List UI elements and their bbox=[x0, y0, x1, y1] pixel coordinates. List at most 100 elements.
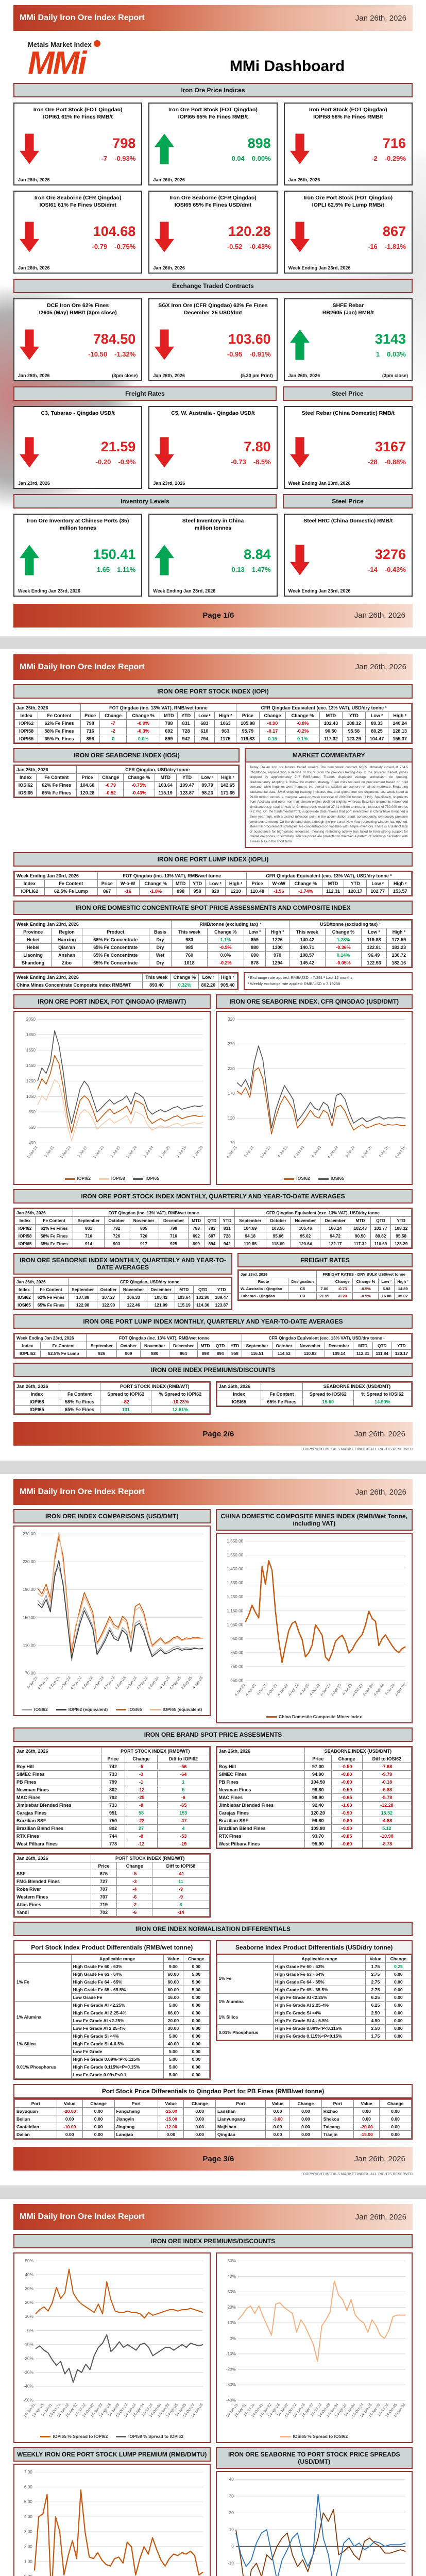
cell: 122.53 bbox=[361, 958, 387, 967]
cell: 0.00 bbox=[265, 2107, 291, 2116]
cell: 98.90 bbox=[304, 1793, 332, 1802]
table-row: Western Fines 707 -6 -9 bbox=[14, 1893, 210, 1902]
header-cell: USD/tonne (excluding tax) ³ bbox=[288, 920, 412, 928]
cell: Hanxing bbox=[51, 935, 82, 944]
cell: 99.80 bbox=[304, 1817, 332, 1825]
header-cell: QTD bbox=[193, 1285, 213, 1294]
cell: 20.00 bbox=[163, 2016, 184, 2025]
cell: 1.1% bbox=[207, 935, 244, 944]
header-cell: FREIGHT RATES - DRY BULK US$/wet tonne bbox=[316, 1270, 412, 1279]
cell: -7.68 bbox=[362, 1762, 412, 1771]
cell: -20.00 bbox=[353, 2123, 380, 2131]
kpi-card: Steel Inventory in China million tonnes 8.… bbox=[148, 513, 278, 597]
cell: 0.00 bbox=[183, 2130, 216, 2139]
subsection-title: Port Stock Price Differentials to Qingda… bbox=[13, 2084, 413, 2099]
table-row: IOPI65 65% Fe Fines 898 0 0.0% 899 942 794 1175 1… bbox=[14, 734, 412, 743]
svg-text:30%: 30% bbox=[227, 2290, 235, 2294]
cell: 0.01% Phosphorus bbox=[216, 2024, 274, 2041]
cell: 40.00 bbox=[163, 2040, 184, 2048]
footnote: ³ Weekly exchange rate applied: RMB/USD … bbox=[247, 981, 340, 986]
cell: 60.00 bbox=[163, 1978, 184, 1987]
header-cell: Change % bbox=[352, 1278, 379, 1286]
svg-text:1-Jan-21: 1-Jan-21 bbox=[26, 1145, 39, 1159]
table-row: Jan 26th, 2026 PORT STOCK INDEX (RMB/WT) bbox=[14, 1854, 210, 1863]
cell: 867 bbox=[97, 887, 117, 895]
cell: 0.00 bbox=[353, 2107, 380, 2116]
cell: 104.50 bbox=[304, 1778, 332, 1787]
cell: High Fe Grade 0.115%<P<0.15% bbox=[71, 2063, 164, 2072]
svg-text:4-Jan-23: 4-Jan-23 bbox=[293, 1145, 305, 1159]
header-cell: Change % bbox=[207, 927, 244, 936]
page-footer: Page 1/6 Jan 26th, 2026 bbox=[13, 603, 413, 628]
cell: RTX Fines bbox=[216, 1832, 305, 1841]
cell: 719 bbox=[90, 1901, 117, 1909]
table-row: High Grade Fe 63 - 64% 60.00 5.00 bbox=[15, 1970, 210, 1979]
header-cell: % Spread to IOPI62 bbox=[151, 1390, 210, 1399]
cell: 899 bbox=[160, 734, 178, 743]
header-cell: SEABORNE INDEX (USD/DMT) bbox=[304, 1747, 412, 1756]
cell: High Fe Grade Al <2.25% bbox=[273, 1993, 366, 2002]
svg-text:1850: 1850 bbox=[26, 1032, 36, 1037]
table-row: Week Ending Jan 23rd, 2026 This week Chang… bbox=[14, 973, 237, 981]
header-cell: CFR Qingdao Equivalent (exc. 13% VAT), U… bbox=[242, 1334, 412, 1343]
table-row: Liaoning Anshan 65% Fe Concentrate Wet 760 0.… bbox=[14, 951, 412, 959]
kpi-card: Iron Ore Port Stock (FOT Qingdao) IOPLI 6… bbox=[283, 190, 413, 274]
table-row: Week Ending Jan 23rd, 2026 RMB/tonne (exc… bbox=[14, 920, 412, 928]
cell: 89.82 bbox=[370, 1232, 391, 1241]
header-cell: Jan 26th, 2026 bbox=[14, 703, 81, 712]
header-cell: YTD bbox=[342, 711, 366, 720]
cell: Lanshan bbox=[215, 2107, 266, 2116]
cell: 0.00 bbox=[82, 2115, 115, 2124]
table-row: Roy Hill 742 -5 -56 bbox=[14, 1762, 210, 1771]
header-cell bbox=[58, 1382, 101, 1391]
svg-text:4-Jan-26: 4-Jan-26 bbox=[394, 1145, 406, 1159]
header-cell: September bbox=[234, 1216, 266, 1225]
header-cell: October bbox=[265, 1216, 291, 1225]
kpi-value: 120.28 bbox=[228, 224, 271, 240]
cell: Jiangyin bbox=[114, 2115, 159, 2124]
cell: 1.75 bbox=[365, 2032, 386, 2041]
cell: 1 bbox=[157, 1778, 210, 1787]
cell: -0.90 bbox=[331, 1824, 363, 1833]
cell: 136.72 bbox=[386, 951, 412, 959]
cell: 110.48 bbox=[246, 887, 269, 895]
cell: 123.87 bbox=[176, 788, 198, 797]
header-cell: Jan 26th, 2026 bbox=[14, 1278, 69, 1286]
cell: 123.29 bbox=[342, 734, 366, 743]
kpi-date: Jan 23rd, 2026 bbox=[153, 480, 185, 486]
copyright-line: COPYRIGHT METALS MARKET INDEX, ALL RIGHT… bbox=[303, 1448, 413, 1452]
cell: -4.88 bbox=[362, 1817, 412, 1825]
cell: 103.64 bbox=[154, 781, 177, 789]
kpi-date: Jan 26th, 2026 bbox=[288, 372, 320, 378]
cell: 5.00 bbox=[163, 2071, 184, 2079]
kpi-title: C5, W. Australia - Qingdao USD/t bbox=[171, 410, 255, 416]
cell: 983 bbox=[171, 935, 208, 944]
table-row: Jimblebar Blended Fines 92.40 -1.00 -12.28 bbox=[216, 1801, 412, 1810]
table-row: 1% Alumina High Fe Grade Al <2.25% 6.25 0.0… bbox=[216, 1993, 412, 2010]
down-arrow-icon bbox=[153, 329, 176, 360]
section-header: IRON ORE DOMESTIC CONCENTRATE SPOT PRICE… bbox=[13, 900, 413, 915]
cell: 802 bbox=[101, 1824, 125, 1833]
chart-legend: IOSI65 % Spread to IOSI62 bbox=[218, 2433, 411, 2440]
cell: Dry bbox=[148, 958, 172, 967]
cell: 111.84 bbox=[372, 1349, 392, 1358]
kpi-value: 798 bbox=[112, 135, 136, 151]
cell: High Grade Fe 60 - 63% bbox=[273, 1962, 366, 1971]
header-cell: Index bbox=[14, 1342, 41, 1350]
cell: 0.00 bbox=[82, 2130, 115, 2139]
svg-text:120: 120 bbox=[228, 1116, 235, 1121]
cell: 0.00 bbox=[82, 2107, 115, 2116]
cell: -53 bbox=[157, 1832, 210, 1841]
svg-text:-40%: -40% bbox=[24, 2384, 33, 2389]
table-row: MAC Fines 98.90 -0.65 -5.78 bbox=[216, 1793, 412, 1802]
cell: -4 bbox=[116, 1885, 153, 1894]
cell: 116.69 bbox=[370, 1240, 391, 1248]
cell: 0.00 bbox=[385, 1978, 412, 1987]
svg-text:30%: 30% bbox=[25, 2286, 33, 2291]
cell: 62% Fe Fines bbox=[38, 719, 81, 727]
header-cell: Change bbox=[289, 2099, 322, 2108]
svg-text:0%: 0% bbox=[230, 2336, 236, 2341]
section-header: Inventory Levels bbox=[13, 494, 277, 509]
cell: 1063 bbox=[214, 719, 237, 727]
